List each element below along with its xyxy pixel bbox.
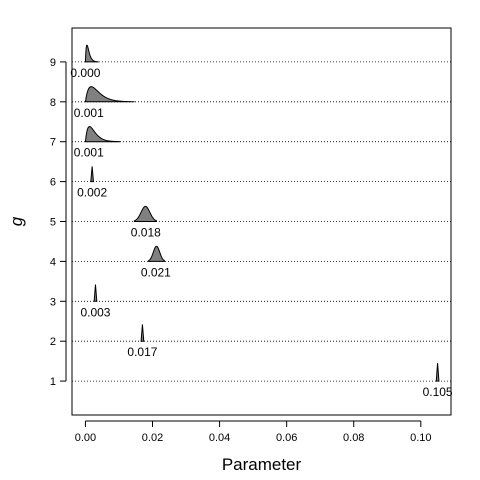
x-tick-label: 0.04 [209,432,230,444]
y-tick-label: 1 [50,376,56,388]
grid-lines [72,61,451,382]
estimate-label-g4: 0.021 [141,265,171,279]
x-axis-title: Parameter [222,455,302,474]
y-tick-label: 3 [50,296,56,308]
density-g4 [147,245,166,262]
estimate-label-g3: 0.003 [80,305,110,319]
x-tick-label: 0.06 [276,432,297,444]
y-tick-label: 8 [50,97,56,109]
estimate-label-g8: 0.001 [74,106,104,120]
density-g5 [133,205,158,222]
x-axis: 0.00 0.02 0.04 0.06 0.08 0.10 [75,420,432,444]
density-shapes [84,44,440,382]
estimate-label-g7: 0.001 [74,146,104,160]
x-tick-label: 0.00 [75,432,96,444]
x-tick-label: 0.02 [142,432,163,444]
estimate-label-g2: 0.017 [127,345,157,359]
y-tick-label: 5 [50,217,56,229]
estimate-labels: 0.105 0.017 0.003 0.021 0.018 0.002 0.001 0.001… [70,66,453,399]
density-g8 [84,86,135,103]
density-g2 [140,324,145,342]
density-g9 [84,44,99,63]
plot-frame [71,27,452,416]
estimate-label-g9: 0.000 [70,66,100,80]
x-tick-label: 0.10 [410,432,431,444]
density-g1 [435,363,440,382]
y-axis-title: g [7,216,26,226]
density-g3 [93,284,98,302]
y-tick-label: 6 [50,177,56,189]
density-g7 [84,126,121,143]
estimate-label-g1: 0.105 [423,385,453,399]
y-tick-label: 9 [50,57,56,69]
y-tick-label: 4 [50,256,56,268]
y-axis: 1 2 3 4 5 6 7 8 9 [50,57,67,388]
density-g6 [90,166,95,183]
estimate-label-g6: 0.002 [77,186,107,200]
y-tick-label: 7 [50,137,56,149]
y-tick-label: 2 [50,336,56,348]
estimate-label-g5: 0.018 [131,226,161,240]
x-tick-label: 0.08 [343,432,364,444]
